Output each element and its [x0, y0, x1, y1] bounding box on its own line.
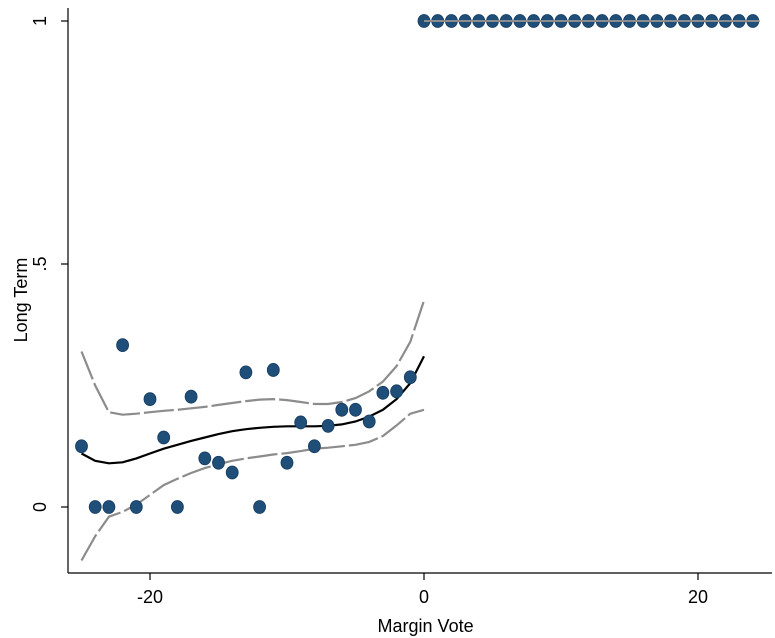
scatter-point [129, 500, 143, 514]
scatter-point [143, 392, 157, 407]
scatter-point [280, 455, 294, 470]
y-tick-label: .5 [30, 256, 50, 271]
y-axis-ticks: 0.51 [30, 16, 68, 512]
scatter-point [349, 402, 362, 417]
scatter-point [362, 414, 376, 429]
scatter-point [170, 500, 184, 514]
x-tick-label: 0 [419, 587, 429, 607]
scatter-point [239, 365, 253, 380]
scatter-point [102, 500, 116, 514]
scatter-point [403, 370, 417, 385]
scatter-point [198, 451, 212, 466]
x-axis-title: Margin Vote [378, 616, 474, 636]
scatter-point [75, 439, 88, 454]
scatter-point [390, 384, 404, 399]
scatter-point [307, 439, 321, 454]
scatter-point [321, 418, 335, 433]
scatter-point [212, 455, 225, 470]
y-tick-label: 1 [30, 16, 50, 26]
ci-upper-line [80, 300, 426, 416]
x-tick-label: 20 [688, 587, 708, 607]
scatter-points [75, 14, 760, 514]
scatter-point [88, 500, 102, 514]
y-tick-label: 0 [30, 502, 50, 512]
scatter-point [335, 402, 349, 417]
scatter-point [253, 500, 267, 514]
x-axis-ticks: -20 0 20 [137, 573, 708, 607]
scatter-point [294, 415, 308, 430]
y-axis-title: Long Term [11, 258, 31, 343]
scatter-point [266, 363, 280, 377]
scatter-point [184, 389, 198, 404]
x-tick-label: -20 [137, 587, 163, 607]
axes: -20 0 20 0.51 Margin Vote Long Term [11, 8, 772, 636]
scatter-point [376, 385, 390, 400]
scatter-point [116, 338, 129, 353]
scatter-point [225, 465, 239, 480]
scatter-point [157, 430, 171, 445]
